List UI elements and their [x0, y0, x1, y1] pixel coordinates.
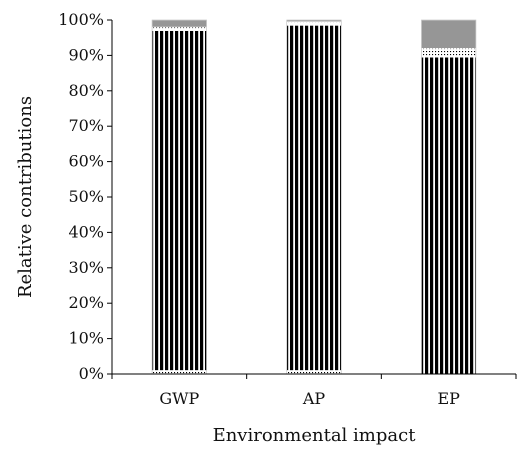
x-tick-label: AP	[302, 389, 326, 408]
y-ticks: 0% 10% 20% 30% 40% 50% 60% 70% 80% 90% 100%	[58, 10, 112, 383]
bar-segment-gwp-1	[151, 370, 207, 375]
y-tick-label: 30%	[68, 258, 104, 277]
y-tick-label: 100%	[58, 10, 104, 29]
y-tick-label: 10%	[68, 329, 104, 348]
y-tick-label: 80%	[68, 81, 104, 100]
y-tick-label: 50%	[68, 187, 104, 206]
bars-layer	[151, 19, 477, 375]
x-axis-title: Environmental impact	[213, 425, 417, 446]
bar-segment-gwp-5	[151, 19, 207, 28]
y-tick-label: 90%	[68, 45, 104, 64]
y-tick-label: 0%	[79, 364, 104, 383]
y-tick-label: 20%	[68, 293, 104, 312]
y-axis-title: Relative contributions	[15, 96, 36, 298]
bar-segment-ep-5	[421, 19, 477, 49]
x-ticks: GWP AP EP	[111, 374, 517, 408]
y-tick-label: 60%	[68, 152, 104, 171]
bar-segment-ap-1	[286, 370, 342, 375]
y-tick-label: 40%	[68, 222, 104, 241]
y-tick-label: 70%	[68, 116, 104, 135]
x-tick-label: EP	[437, 389, 460, 408]
bar-segment-ep-2	[421, 56, 477, 375]
bar-segment-gwp-2	[151, 30, 207, 371]
bar-segment-ep-4	[421, 48, 477, 57]
bar-segment-ap-2	[286, 25, 342, 371]
x-tick-label: GWP	[159, 389, 199, 408]
